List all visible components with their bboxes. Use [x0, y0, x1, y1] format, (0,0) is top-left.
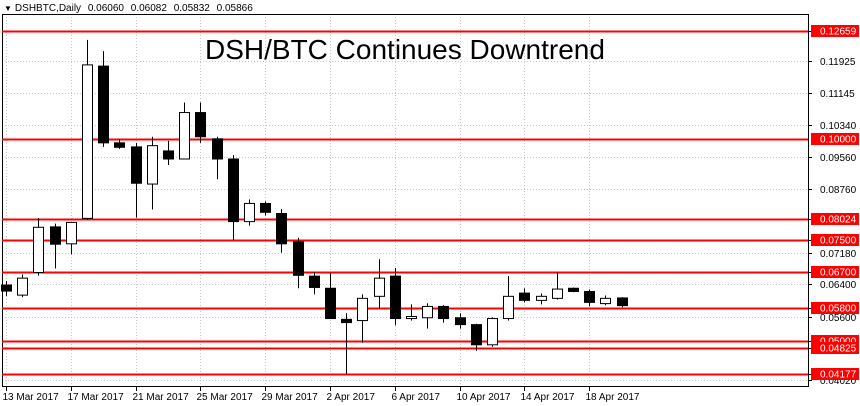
candle-bearish[interactable]: [584, 290, 595, 303]
y-axis-tick-label: 0.11145: [820, 89, 855, 100]
level-label: 0.08024: [820, 215, 857, 226]
candle-bullish[interactable]: [374, 277, 385, 297]
y-axis-tick-label: 0.06400: [820, 280, 857, 291]
y-axis-tick-label: 0.07180: [820, 249, 857, 260]
candle-bearish[interactable]: [438, 305, 449, 320]
candle-bullish[interactable]: [33, 226, 44, 274]
candle-bearish[interactable]: [519, 292, 530, 301]
candle-bullish[interactable]: [406, 316, 417, 320]
level-label-badge: [811, 266, 859, 278]
chart-header: ▼ DSHBTC,Daily 0.06060 0.06082 0.05832 0.…: [4, 2, 253, 16]
symbol-label: DSHBTC,Daily: [14, 3, 82, 14]
candle-bearish[interactable]: [471, 324, 482, 346]
candle-bearish[interactable]: [212, 138, 223, 160]
candle-bearish[interactable]: [325, 287, 336, 320]
y-axis-tick-label: 0.10340: [820, 121, 857, 132]
candle-bullish[interactable]: [536, 295, 547, 301]
candle-bullish[interactable]: [552, 288, 563, 299]
candle-bearish[interactable]: [293, 241, 304, 276]
y-axis-tick-label: 0.09560: [820, 153, 857, 164]
level-label-badge: [811, 368, 859, 380]
level-label-badge: [811, 213, 859, 225]
candle-bullish[interactable]: [179, 112, 190, 160]
x-axis-tick-label: 21 Mar 2017: [133, 392, 190, 403]
y-axis-tick-label: 0.05600: [820, 313, 857, 324]
x-axis-tick-label: 10 Apr 2017: [457, 392, 511, 403]
candle-bullish[interactable]: [244, 202, 255, 223]
x-axis-tick-label: 13 Mar 2017: [3, 392, 60, 403]
candle-bearish[interactable]: [568, 287, 579, 292]
candle-bullish[interactable]: [357, 297, 368, 322]
candle-bullish[interactable]: [487, 318, 498, 346]
candle-bearish[interactable]: [98, 65, 109, 144]
candle-bullish[interactable]: [147, 145, 158, 185]
candle-bearish[interactable]: [1, 284, 12, 292]
x-axis-tick-label: 2 Apr 2017: [327, 392, 376, 403]
level-label-badge: [811, 133, 859, 145]
level-label: 0.12659: [820, 27, 857, 38]
y-axis-tick-label: 0.04020: [820, 376, 857, 387]
level-label: 0.10000: [820, 135, 857, 146]
candle-bearish[interactable]: [617, 297, 628, 307]
level-label-badge: [811, 25, 859, 37]
level-label: 0.04177: [820, 370, 857, 381]
candle-bearish[interactable]: [228, 158, 239, 223]
candle-bearish[interactable]: [163, 150, 174, 160]
high-value: 0.06082: [130, 3, 167, 14]
level-label-badge: [811, 342, 859, 354]
candle-bullish[interactable]: [17, 277, 28, 296]
level-label: 0.04825: [820, 344, 857, 355]
candle-bullish[interactable]: [600, 297, 611, 305]
chart-title: DSH/BTC Continues Downtrend: [205, 34, 605, 65]
plot-frame: [2, 14, 809, 387]
candle-bearish[interactable]: [195, 112, 206, 138]
y-axis-tick-label: 0.08760: [820, 185, 857, 196]
x-axis-tick-label: 17 Mar 2017: [68, 392, 125, 403]
level-label: 0.05800: [820, 304, 857, 315]
candle-bearish[interactable]: [114, 142, 125, 148]
x-axis-tick-label: 25 Mar 2017: [197, 392, 254, 403]
candle-bearish[interactable]: [50, 226, 61, 245]
x-axis-tick-label: 29 Mar 2017: [262, 392, 319, 403]
level-label-badge: [811, 234, 859, 246]
candle-bullish[interactable]: [422, 305, 433, 319]
collapse-triangle-icon[interactable]: ▼: [4, 4, 12, 13]
candle-bearish[interactable]: [276, 213, 287, 245]
candle-bearish[interactable]: [390, 275, 401, 320]
candle-bearish[interactable]: [131, 146, 142, 184]
x-axis-tick-label: 6 Apr 2017: [392, 392, 441, 403]
x-axis-tick-label: 18 Apr 2017: [586, 392, 640, 403]
x-axis-tick-label: 14 Apr 2017: [521, 392, 575, 403]
candle-bearish[interactable]: [309, 275, 320, 288]
candle-bullish[interactable]: [503, 295, 514, 320]
candle-bullish[interactable]: [66, 221, 77, 245]
level-label: 0.07500: [820, 236, 857, 247]
candle-bearish[interactable]: [341, 318, 352, 324]
close-value: 0.05866: [216, 3, 253, 14]
candle-bearish[interactable]: [260, 202, 271, 213]
open-value: 0.06060: [87, 3, 124, 14]
low-value: 0.05832: [173, 3, 210, 14]
candle-bullish[interactable]: [82, 64, 93, 219]
candle-bearish[interactable]: [455, 317, 466, 326]
y-axis-tick-label: 0.11925: [820, 57, 856, 68]
level-label: 0.06700: [820, 268, 857, 279]
level-label-badge: [811, 302, 859, 314]
